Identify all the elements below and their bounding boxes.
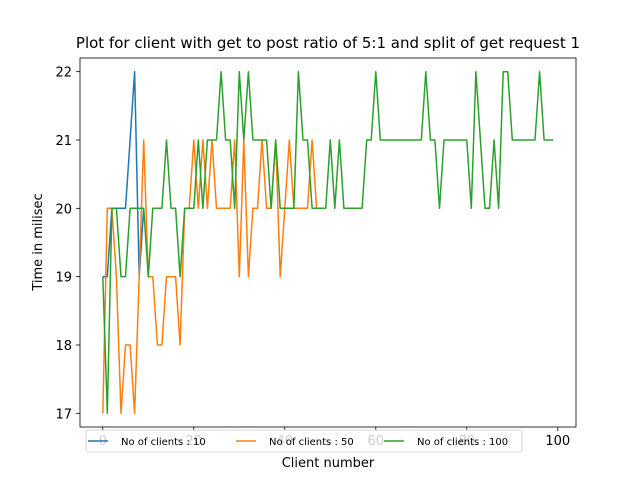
series-line-2 (102, 139, 326, 415)
legend-entry: No of clients : 100 (417, 437, 508, 448)
legend-entry: No of clients : 10 (121, 437, 206, 448)
chart-title: Plot for client with get to post ratio o… (76, 34, 580, 52)
y-tick-label: 22 (55, 66, 72, 81)
series-line-1 (102, 70, 145, 278)
plot-frame (79, 57, 577, 428)
series-lines (102, 70, 554, 415)
y-tick-label: 21 (55, 134, 72, 149)
y-tick-label: 19 (55, 271, 72, 286)
y-axis-title: Time in milisec (31, 193, 46, 291)
legend-entry: No of clients : 50 (269, 437, 354, 448)
legend-box (85, 429, 523, 453)
y-tick-label: 20 (55, 202, 72, 217)
y-tick-label: 17 (55, 407, 72, 422)
x-tick-label: 100 (545, 434, 570, 449)
legend: No of clients : 10 No of clients : 50 No o… (85, 429, 523, 453)
y-tick-label: 18 (55, 339, 72, 354)
series-line-3 (102, 70, 554, 415)
x-axis-title: Client number (282, 456, 375, 471)
